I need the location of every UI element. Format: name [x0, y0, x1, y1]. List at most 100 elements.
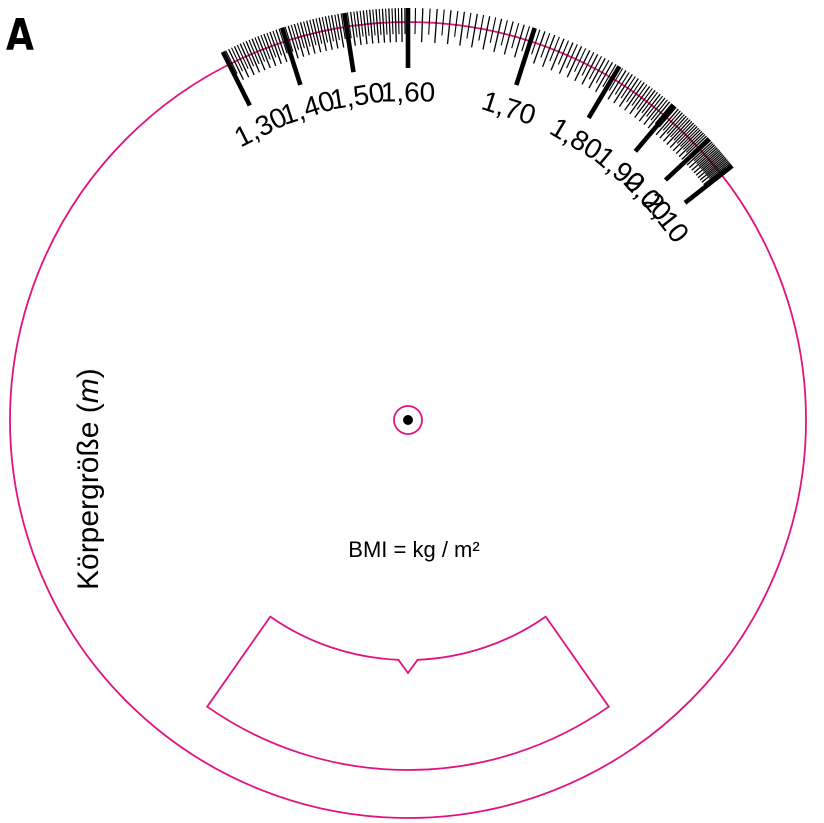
minor-tick: [394, 8, 397, 43]
minor-tick: [696, 145, 717, 165]
minor-tick: [330, 14, 339, 49]
minor-tick: [284, 26, 294, 52]
minor-tick: [701, 160, 729, 183]
bmi-result-window: [205, 615, 611, 771]
minor-tick: [686, 141, 713, 166]
minor-tick: [293, 23, 305, 57]
minor-tick: [634, 89, 656, 118]
minor-tick: [566, 46, 583, 78]
scale-label: 1,50: [328, 76, 387, 115]
minor-tick: [558, 42, 574, 74]
minor-tick: [662, 110, 681, 131]
minor-tick: [309, 19, 317, 46]
minor-tick: [470, 13, 478, 48]
minor-tick: [340, 13, 346, 40]
minor-tick: [659, 112, 683, 139]
minor-tick: [303, 21, 311, 47]
minor-tick: [658, 106, 677, 128]
major-tick: [279, 26, 303, 86]
minor-tick: [299, 22, 310, 56]
minor-tick: [414, 8, 417, 35]
minor-tick: [503, 21, 514, 55]
minor-tick: [581, 52, 595, 76]
minor-tick: [248, 39, 260, 65]
minor-tick: [681, 135, 707, 160]
minor-tick: [549, 36, 560, 62]
minor-tick: [680, 127, 700, 147]
minor-tick: [239, 43, 255, 76]
minor-tick: [688, 144, 716, 169]
minor-tick: [231, 47, 244, 72]
minor-tick: [385, 8, 388, 35]
minor-tick: [493, 18, 503, 53]
minor-tick: [673, 121, 693, 141]
minor-tick: [369, 9, 374, 44]
minor-tick: [646, 95, 664, 117]
minor-tick: [588, 57, 606, 89]
minor-tick: [655, 108, 679, 136]
minor-tick: [359, 10, 364, 37]
minor-tick: [521, 26, 531, 52]
minor-tick: [531, 29, 541, 55]
minor-tick: [266, 32, 277, 58]
major-tick: [586, 65, 622, 120]
minor-tick: [607, 70, 627, 100]
minor-tick: [233, 46, 250, 78]
minor-tick: [557, 40, 570, 65]
minor-tick: [434, 8, 438, 43]
minor-tick: [669, 122, 695, 149]
minor-tick: [287, 25, 299, 59]
minor-tick: [699, 157, 727, 181]
minor-tick: [321, 16, 329, 43]
minor-tick: [620, 76, 636, 99]
minor-tick: [672, 125, 698, 152]
minor-tick: [676, 124, 696, 144]
minor-tick: [375, 9, 380, 44]
minor-tick: [695, 152, 723, 176]
minor-tick: [397, 8, 400, 35]
minor-tick: [614, 72, 630, 95]
minor-tick: [647, 101, 671, 129]
minor-tick: [541, 34, 556, 68]
minor-tick: [704, 156, 726, 175]
minor-tick: [540, 33, 551, 58]
minor-tick: [278, 28, 288, 54]
major-tick: [683, 163, 734, 205]
minor-tick: [372, 9, 376, 36]
minor-tick: [236, 44, 249, 69]
minor-tick: [446, 10, 452, 45]
minor-tick: [693, 150, 721, 174]
minor-tick: [242, 42, 255, 67]
major-tick: [220, 50, 252, 107]
bmi-formula: BMI = kg / m²: [348, 537, 479, 562]
minor-tick: [260, 34, 271, 60]
minor-tick: [683, 130, 703, 150]
minor-tick: [263, 33, 277, 67]
minor-tick: [362, 10, 368, 45]
minor-tick: [334, 14, 340, 41]
minor-tick: [703, 162, 731, 186]
minor-tick: [482, 16, 491, 50]
minor-tick: [602, 64, 617, 88]
minor-tick: [254, 37, 266, 62]
major-tick: [342, 12, 356, 73]
minor-tick: [324, 16, 333, 50]
minor-tick: [296, 22, 305, 49]
scale-label: 1,60: [381, 77, 436, 108]
minor-tick: [678, 132, 704, 158]
minor-tick: [566, 44, 578, 69]
minor-tick: [588, 56, 602, 80]
minor-tick: [693, 143, 714, 162]
minor-tick: [388, 8, 392, 43]
minor-tick: [441, 9, 445, 36]
minor-tick: [636, 88, 653, 110]
major-tick: [663, 137, 711, 182]
minor-tick: [624, 82, 645, 111]
minor-tick: [478, 14, 485, 41]
minor-tick: [346, 12, 352, 39]
minor-tick: [691, 140, 712, 159]
minor-tick: [666, 114, 685, 135]
minor-tick: [400, 7, 403, 43]
height-scale-ticks: [220, 7, 734, 205]
